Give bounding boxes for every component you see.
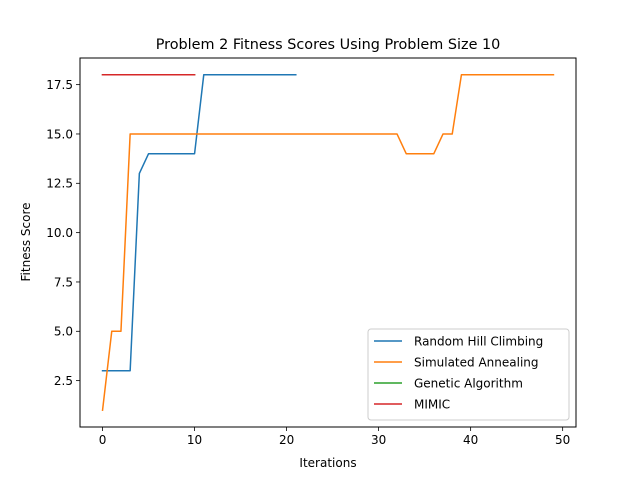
legend: Random Hill Climbing Simulated Annealing G… <box>367 328 570 421</box>
y-axis-label: Fitness Score <box>19 203 33 282</box>
x-axis-label: Iterations <box>299 456 356 470</box>
y-tick-label: 2.5 <box>54 374 73 388</box>
x-axis: 0 10 20 30 40 50 <box>99 427 570 447</box>
legend-box <box>367 328 570 421</box>
x-tick-label: 40 <box>463 433 478 447</box>
legend-label: MIMIC <box>414 397 450 411</box>
x-tick-label: 50 <box>555 433 570 447</box>
x-tick-label: 0 <box>99 433 107 447</box>
series-line-1 <box>101 74 555 412</box>
y-tick-label: 15.0 <box>46 127 73 141</box>
y-tick-label: 5.0 <box>54 325 73 339</box>
series-layer <box>101 74 555 412</box>
y-tick-label: 7.5 <box>54 275 73 289</box>
legend-label: Simulated Annealing <box>414 355 539 369</box>
y-axis: 2.5 5.0 7.5 10.0 12.5 15.0 17.5 <box>46 78 80 388</box>
chart-title: Problem 2 Fitness Scores Using Problem S… <box>156 37 501 53</box>
x-tick-label: 10 <box>187 433 202 447</box>
x-tick-label: 20 <box>279 433 294 447</box>
y-tick-label: 12.5 <box>46 177 73 191</box>
legend-label: Genetic Algorithm <box>414 376 523 390</box>
y-tick-label: 10.0 <box>46 226 73 240</box>
legend-label: Random Hill Climbing <box>414 334 543 348</box>
plot-frame <box>79 57 577 428</box>
y-tick-label: 17.5 <box>46 78 73 92</box>
x-tick-label: 30 <box>371 433 386 447</box>
series-line-0 <box>101 74 297 372</box>
